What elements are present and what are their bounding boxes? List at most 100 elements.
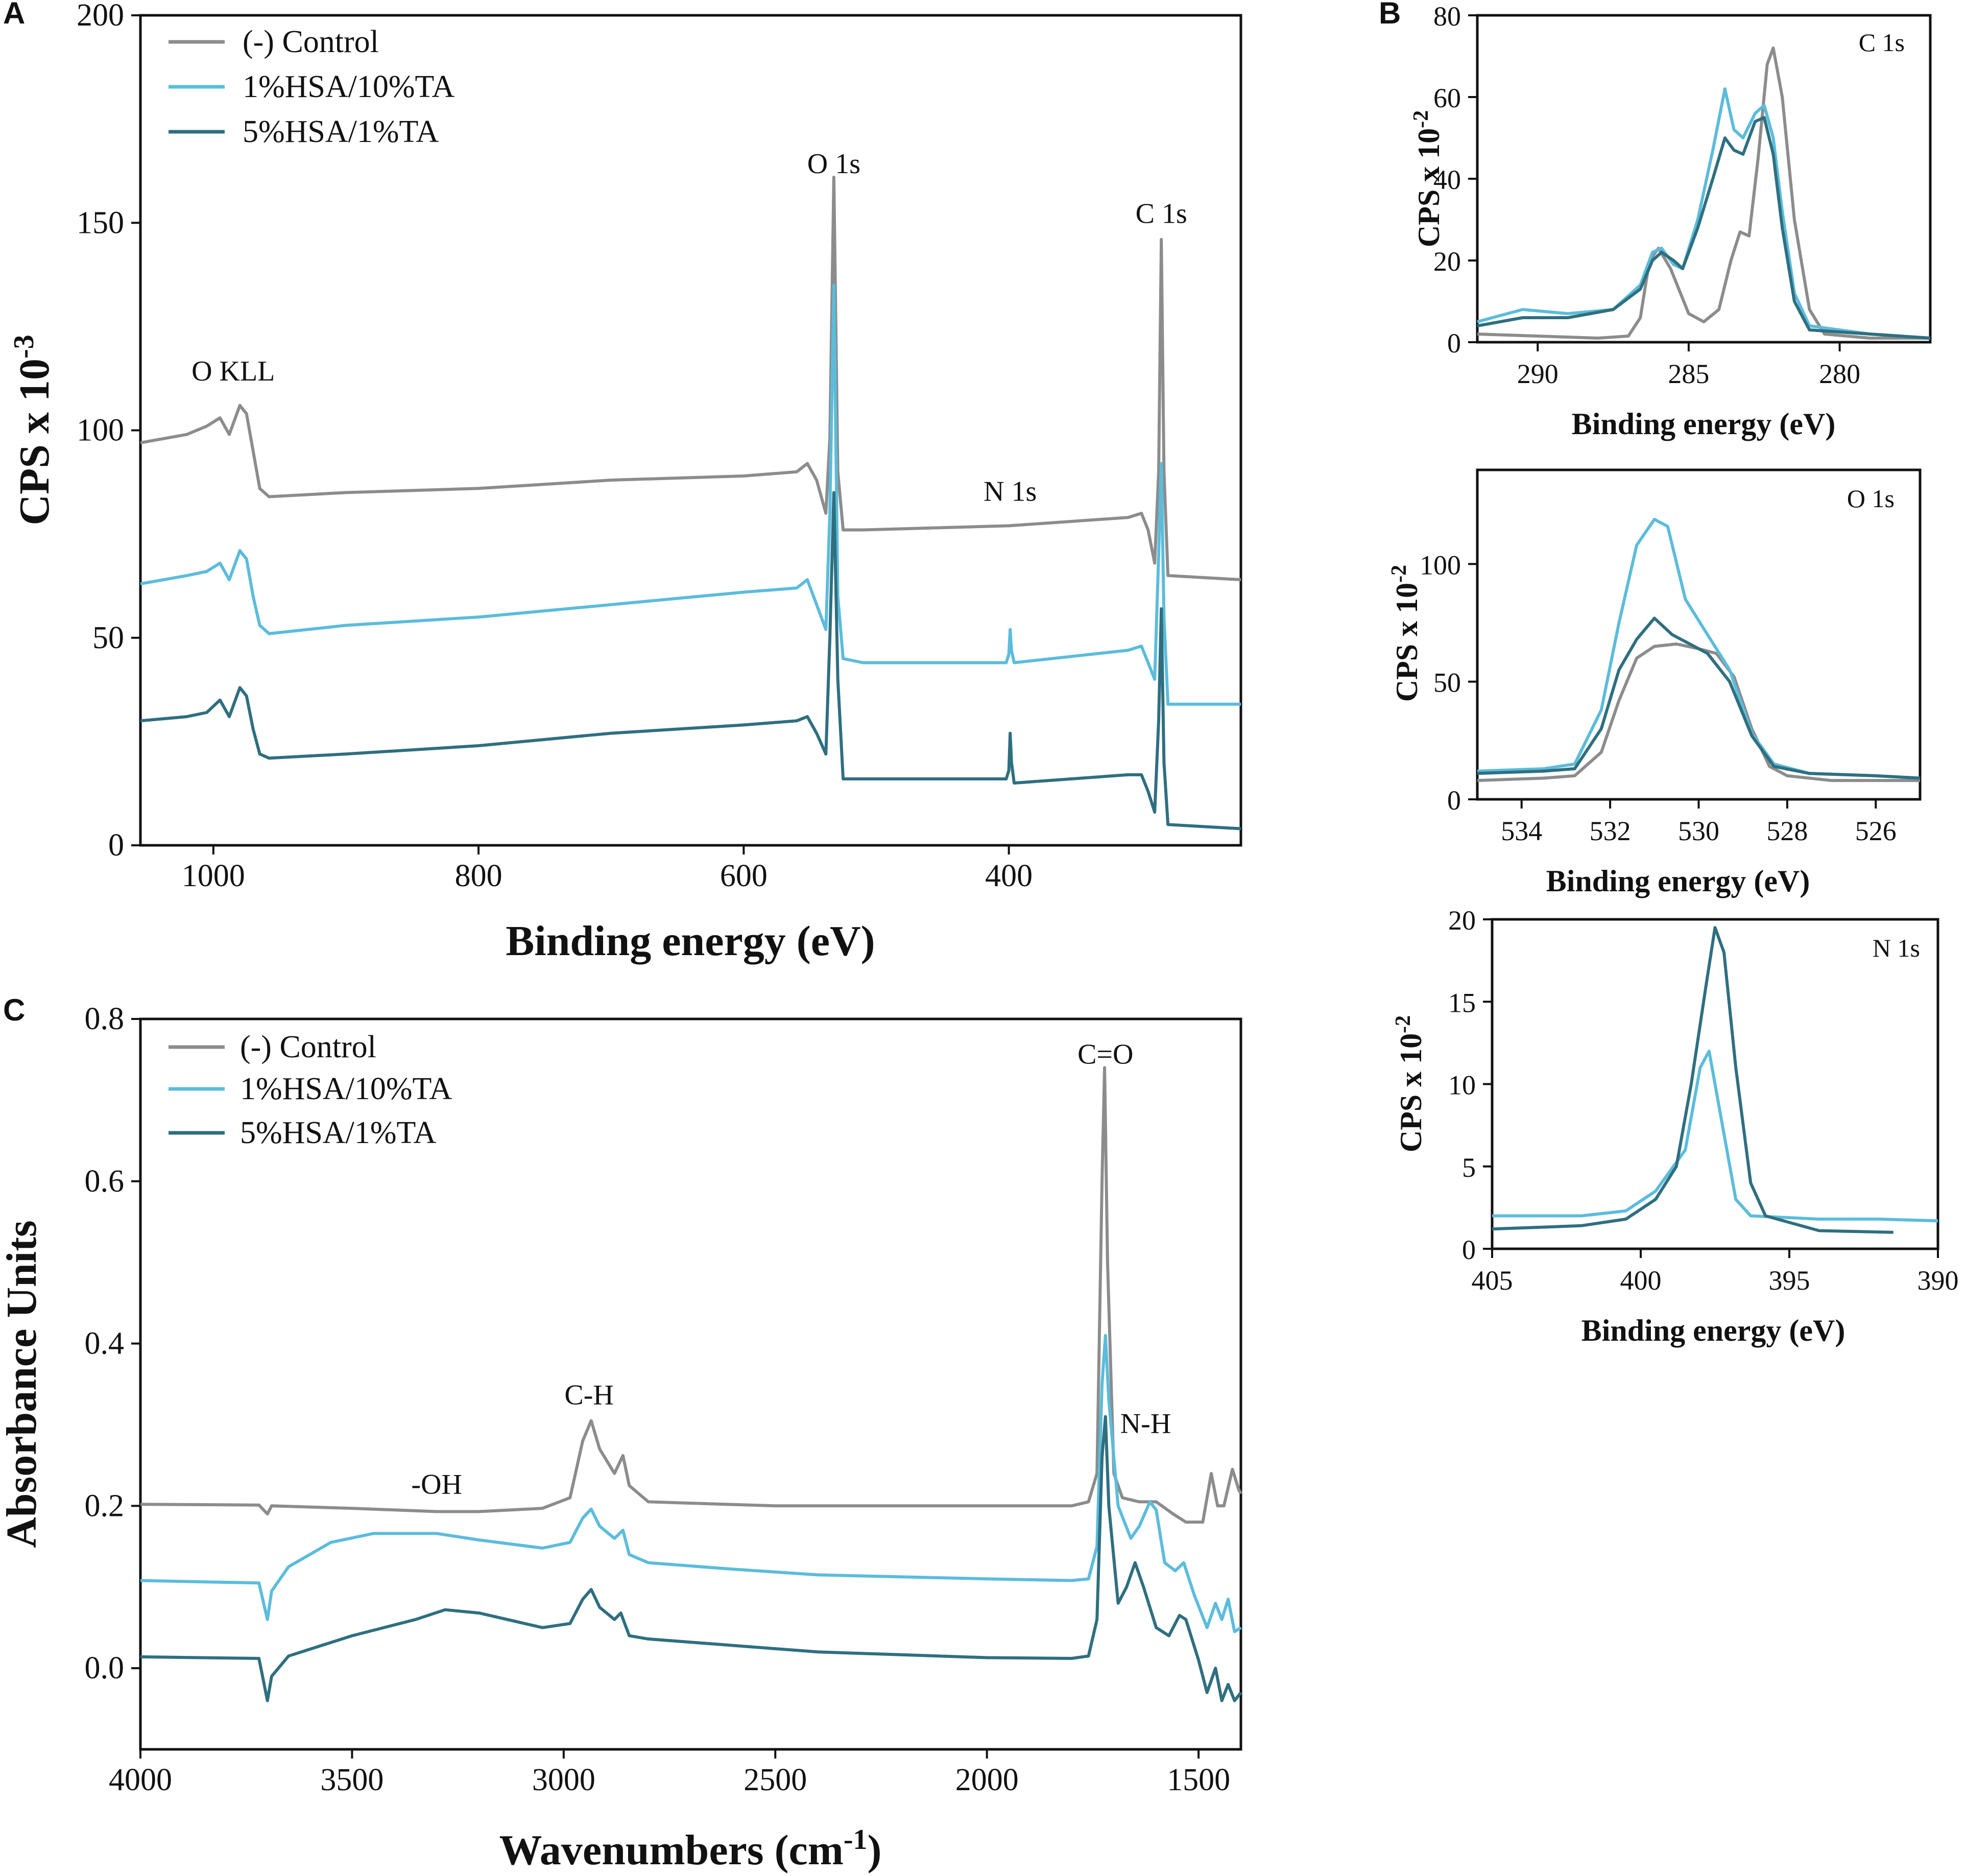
panel-c-x-title-main: Wavenumbers (cm	[499, 1826, 844, 1874]
panel-b1-y-title-exp: -2	[1409, 110, 1433, 128]
y-tick-label: 60	[1433, 83, 1461, 113]
peak-annotation: C-H	[564, 1380, 613, 1411]
peak-annotation: -OH	[411, 1469, 462, 1501]
y-tick-label: 0.6	[85, 1164, 125, 1199]
panel-a-y-title-exp: -3	[8, 335, 40, 359]
panel-c-series: C=O C-H N-H -OH	[140, 1038, 1242, 1702]
y-tick-label: 20	[1433, 246, 1461, 277]
legend-label-light: 1%HSA/10%TA	[243, 69, 454, 104]
series-line-dark	[140, 1415, 1242, 1702]
panel-c-legend: (-) Control 1%HSA/10%TA 5%HSA/1%TA	[169, 1030, 452, 1150]
series-line-light	[1492, 1050, 1938, 1223]
x-tick-label: 400	[1620, 1265, 1662, 1296]
panel-b1-y-title-main: CPS x 10	[1412, 128, 1446, 247]
y-tick-label: 0	[1447, 785, 1461, 816]
legend-label-light: 1%HSA/10%TA	[240, 1072, 452, 1106]
panel-b3-y-title: CPS x 10-2	[1392, 1015, 1428, 1152]
panel-b2-frame	[1476, 468, 1922, 801]
series-line-dark	[1477, 616, 1921, 780]
panel-b2-y-title-main: CPS x 10	[1390, 583, 1424, 702]
panel-a: A 1000 800 600 400 0 50 100 150 200 O KLL O 1s N 1…	[3, 0, 1242, 965]
panel-b2-y-title-exp: -2	[1387, 565, 1411, 583]
x-tick-label: 800	[455, 859, 502, 893]
legend-label-dark: 5%HSA/1%TA	[243, 114, 439, 149]
x-tick-label: 3500	[320, 1763, 383, 1797]
y-tick-label: 10	[1448, 1070, 1476, 1101]
peak-annotation: O 1s	[807, 148, 860, 180]
x-tick-label: 2500	[744, 1763, 807, 1797]
y-tick-label: 0.4	[85, 1326, 125, 1361]
x-tick-label: 532	[1590, 816, 1631, 846]
panel-a-y-title: CPS x 10-3	[8, 335, 58, 525]
panel-b1-frame	[1476, 14, 1932, 344]
panel-a-series: O KLL O 1s N 1s C 1s	[140, 148, 1241, 830]
y-tick-label: 100	[1420, 550, 1461, 580]
x-tick-label: 395	[1769, 1265, 1810, 1296]
panel-b1-axes: 290 285 280 0 20 40 60 80	[1433, 1, 1860, 389]
peak-annotation: O KLL	[191, 355, 275, 387]
panel-b2-series	[1477, 517, 1921, 782]
panel-c-y-title: Absorbance Units	[0, 1220, 45, 1548]
series-line-dark	[140, 491, 1241, 830]
peak-annotation: C=O	[1077, 1038, 1133, 1070]
panel-b1-x-title: Binding energy (eV)	[1572, 407, 1836, 441]
x-tick-label: 280	[1819, 359, 1860, 389]
series-line-control	[140, 1066, 1242, 1524]
series-line-light	[140, 1334, 1242, 1633]
panel-letter-b: B	[1379, 0, 1401, 30]
y-tick-label: 0	[1462, 1234, 1476, 1265]
panel-b3-x-title: Binding energy (eV)	[1581, 1314, 1845, 1347]
panel-a-y-title-main: CPS x 10	[11, 359, 58, 526]
y-tick-label: 0.2	[85, 1488, 125, 1523]
panel-b2-axes: 534 532 530 528 526 0 50 100	[1420, 550, 1897, 846]
y-tick-label: 50	[1433, 668, 1461, 698]
series-line-light	[140, 283, 1241, 706]
x-tick-label: 600	[720, 859, 768, 893]
panel-b2-y-title: CPS x 10-2	[1387, 565, 1424, 702]
peak-annotation: C 1s	[1136, 198, 1187, 229]
x-tick-label: 528	[1766, 816, 1808, 846]
panel-c-frame	[139, 1017, 1242, 1751]
x-tick-label: 390	[1917, 1265, 1959, 1296]
series-line-light	[1477, 87, 1931, 340]
y-tick-label: 0.8	[85, 1002, 125, 1036]
panel-b1-y-title: CPS x 10-2	[1409, 110, 1446, 247]
panel-a-legend: (-) Control 1%HSA/10%TA 5%HSA/1%TA	[169, 25, 454, 149]
y-tick-label: 0	[1447, 328, 1461, 359]
panel-b3-series	[1492, 926, 1938, 1234]
panel-letter-a: A	[3, 0, 25, 30]
x-tick-label: 2000	[955, 1763, 1019, 1797]
peak-annotation: N 1s	[984, 476, 1037, 508]
legend-label-control: (-) Control	[240, 1030, 376, 1064]
x-tick-label: 530	[1678, 816, 1719, 846]
panel-b2-x-title: Binding energy (eV)	[1546, 864, 1810, 898]
y-tick-label: 20	[1448, 905, 1476, 936]
peak-annotation: N-H	[1120, 1408, 1171, 1439]
panel-c-x-title-end: )	[867, 1826, 881, 1874]
x-tick-label: 1000	[182, 859, 245, 893]
y-tick-label: 150	[77, 205, 124, 240]
series-line-dark	[1477, 116, 1931, 340]
series-line-control	[1477, 46, 1930, 340]
x-tick-label: 285	[1668, 359, 1709, 389]
legend-label-dark: 5%HSA/1%TA	[240, 1115, 436, 1150]
y-tick-label: 5	[1462, 1152, 1476, 1183]
panel-a-axes: 1000 800 600 400 0 50 100 150 200	[77, 0, 1033, 893]
series-line-dark	[1492, 926, 1893, 1234]
panel-a-x-title: Binding energy (eV)	[506, 917, 875, 965]
panel-b1-label: C 1s	[1859, 28, 1905, 57]
y-tick-label: 0.0	[85, 1651, 125, 1685]
y-tick-label: 100	[77, 413, 124, 448]
panel-letter-c: C	[3, 993, 25, 1027]
panel-c-x-title-exp: -1	[844, 1824, 868, 1856]
x-tick-label: 526	[1855, 816, 1897, 846]
panel-b3-y-title-main: CPS x 10	[1394, 1033, 1428, 1152]
y-tick-label: 0	[108, 828, 124, 863]
panel-b2-label: O 1s	[1847, 484, 1895, 513]
panel-c-axes: 4000 3500 3000 2500 2000 1500 0.0 0.2 0.4 0.6 0.8	[85, 1002, 1231, 1797]
x-tick-label: 400	[985, 859, 1033, 893]
panel-c: C 4000 3500 3000 2500 2000 1500 0.0 0.2 0.4 0.6 0.…	[0, 993, 1242, 1874]
x-tick-label: 405	[1472, 1265, 1513, 1296]
y-tick-label: 80	[1433, 1, 1461, 32]
